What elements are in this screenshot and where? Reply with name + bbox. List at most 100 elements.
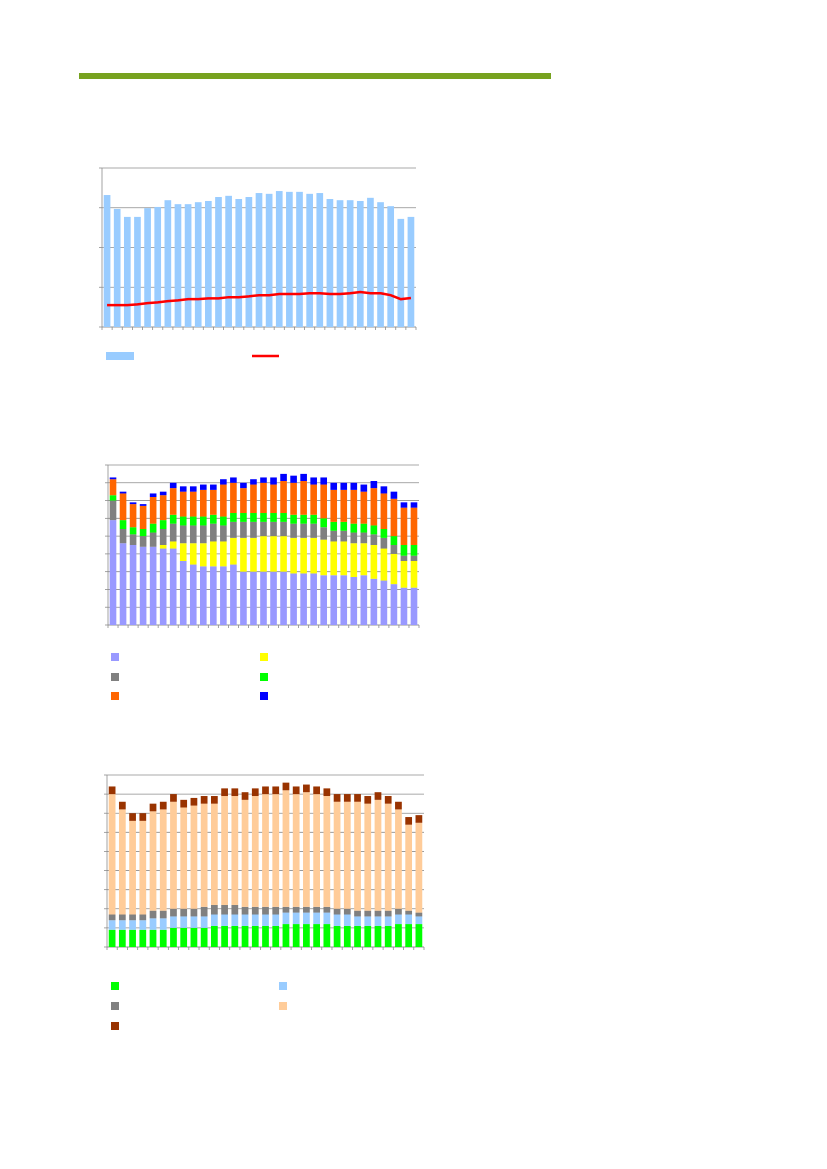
bar — [189, 543, 197, 565]
bar — [370, 534, 378, 545]
bar — [149, 523, 157, 533]
bar — [340, 541, 348, 576]
bar — [310, 514, 317, 524]
bar — [343, 801, 351, 909]
bar — [290, 514, 297, 524]
bar — [343, 794, 351, 802]
bar — [400, 507, 408, 545]
bar — [387, 206, 395, 327]
legend-swatch — [111, 1022, 119, 1030]
bar — [250, 521, 257, 538]
bar — [260, 571, 267, 625]
bar — [303, 912, 310, 925]
bar — [343, 908, 351, 915]
bar — [129, 914, 136, 921]
bar — [270, 571, 277, 625]
bar — [265, 193, 273, 327]
bar — [149, 493, 157, 497]
bar — [170, 927, 177, 947]
bar — [250, 479, 257, 485]
bar — [350, 523, 358, 533]
bar — [235, 199, 243, 327]
bar — [149, 546, 157, 625]
bar — [159, 929, 167, 947]
bar — [340, 575, 348, 625]
bar — [129, 527, 137, 535]
line-series — [107, 290, 412, 307]
bar — [129, 929, 136, 947]
bar — [316, 193, 324, 327]
legend-swatch — [260, 673, 268, 681]
bar — [270, 521, 277, 537]
bar — [255, 193, 263, 327]
bar — [303, 784, 310, 793]
bar — [405, 924, 413, 947]
bar — [400, 502, 408, 508]
bar — [262, 914, 269, 926]
bar — [374, 910, 382, 917]
legend-swatch — [111, 982, 119, 990]
bar — [179, 525, 187, 544]
bar — [340, 521, 348, 531]
bar — [330, 482, 338, 490]
bar — [231, 796, 239, 905]
bar — [262, 794, 269, 907]
bar — [210, 523, 217, 542]
bar — [169, 482, 177, 489]
bar — [210, 484, 217, 490]
bar — [323, 788, 331, 797]
bar — [350, 489, 358, 524]
bar — [149, 497, 157, 524]
bar — [169, 541, 177, 549]
bar — [262, 925, 269, 947]
bar — [180, 908, 188, 917]
legend-swatch — [111, 692, 119, 700]
bar — [374, 792, 382, 800]
bar — [220, 516, 227, 526]
bar — [306, 193, 313, 327]
bar — [221, 925, 228, 947]
bar — [415, 916, 423, 925]
bar — [292, 794, 300, 907]
bar — [119, 493, 127, 521]
bar — [320, 527, 328, 540]
bar — [251, 788, 259, 797]
bar — [356, 200, 364, 327]
bar — [169, 548, 177, 625]
bar — [323, 912, 331, 925]
legend-swatch — [260, 653, 268, 661]
bar — [280, 521, 287, 537]
bar — [108, 786, 116, 795]
legend-swatch — [111, 673, 119, 681]
bar — [118, 914, 126, 921]
bar — [270, 536, 277, 572]
bar — [390, 545, 398, 554]
bar — [179, 516, 187, 526]
bar — [282, 912, 290, 925]
bar — [241, 906, 249, 915]
bar — [296, 191, 303, 327]
bar — [240, 488, 247, 513]
bar — [190, 927, 198, 947]
bar — [199, 543, 207, 567]
bar — [340, 530, 348, 542]
bar — [364, 910, 372, 917]
bar — [400, 587, 408, 625]
bar — [210, 925, 218, 947]
header-rule — [79, 73, 551, 79]
bar — [300, 573, 307, 625]
bar — [415, 912, 423, 917]
bar — [292, 924, 300, 947]
bar — [189, 516, 197, 526]
bar — [390, 536, 398, 545]
bar — [354, 916, 361, 926]
bar — [139, 529, 147, 537]
bar — [320, 477, 328, 485]
bar — [303, 792, 310, 907]
bar — [330, 541, 338, 576]
bar — [199, 525, 207, 544]
bar — [270, 484, 277, 513]
bar — [231, 788, 239, 797]
bar — [225, 195, 232, 327]
